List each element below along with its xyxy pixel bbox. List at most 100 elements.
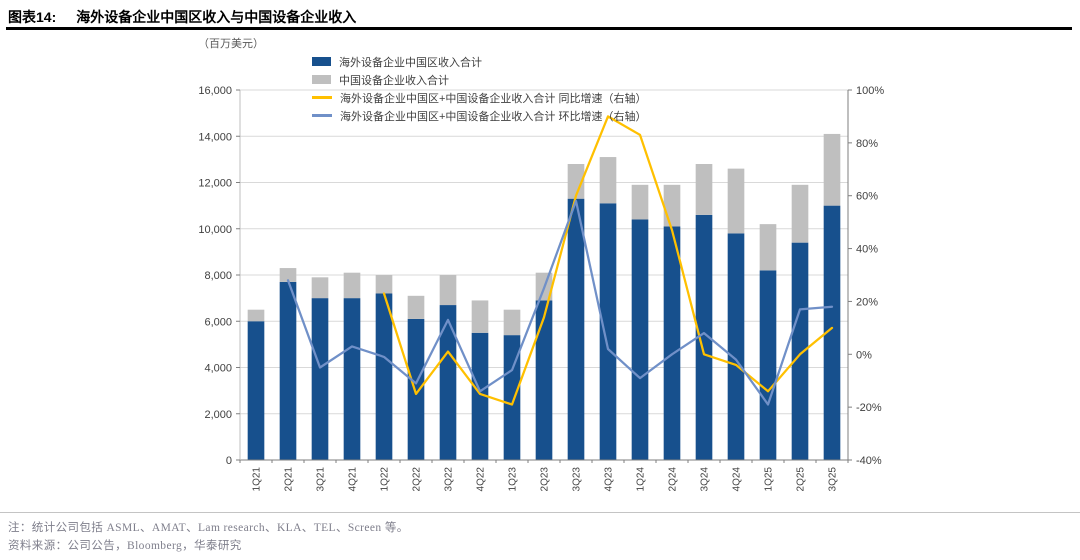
- right-axis-tick-label: 60%: [856, 191, 878, 203]
- x-axis-label: 3Q23: [572, 467, 583, 492]
- bar-segment: [407, 318, 425, 460]
- left-axis-tick-label: 14,000: [198, 131, 232, 143]
- bar-segment: [375, 293, 393, 460]
- x-axis-label: 1Q23: [508, 467, 519, 492]
- right-axis-tick-label: -20%: [856, 402, 882, 414]
- bars-group: [247, 133, 841, 461]
- x-axis-labels: 1Q21 2Q21 3Q21 4Q21 1Q22 2Q22 3Q22 4Q22 1Q23 2Q23…: [252, 467, 839, 492]
- note-text: 注：统计公司包括 ASML、AMAT、Lam research、KLA、TEL、…: [8, 522, 409, 534]
- left-axis-tick-label: 10,000: [198, 224, 232, 236]
- figure-header: 图表14: 海外设备企业中国区收入与中国设备企业收入: [8, 7, 356, 27]
- legend-item: 海外设备企业中国区收入合计: [312, 55, 646, 69]
- x-axis-label: 1Q25: [764, 467, 775, 492]
- legend-swatch-line: [312, 114, 332, 117]
- bar-segment: [823, 205, 841, 461]
- x-axis-label: 3Q24: [700, 467, 711, 492]
- bar-segment: [695, 214, 713, 461]
- right-axis-tick-label: 20%: [856, 296, 878, 308]
- bar-segment: [279, 268, 297, 282]
- bar-segment: [727, 233, 745, 460]
- qoq-growth-line: [286, 199, 834, 406]
- bar-segment: [759, 224, 777, 271]
- bar-segment: [631, 219, 649, 460]
- bar-segment: [823, 133, 841, 206]
- x-axis-label: 4Q23: [604, 467, 615, 492]
- right-axis-tick-label: -40%: [856, 455, 882, 467]
- x-axis-label: 2Q23: [540, 467, 551, 492]
- legend-label: 海外设备企业中国区+中国设备企业收入合计 环比增速（右轴）: [340, 110, 647, 123]
- legend-label: 中国设备企业收入合计: [339, 74, 449, 87]
- right-axis-tick-label: 40%: [856, 244, 878, 256]
- bar-segment: [631, 184, 649, 220]
- right-axis-tick-label: 100%: [856, 85, 884, 97]
- x-axis-label: 4Q21: [348, 467, 359, 492]
- x-axis-label: 1Q21: [252, 467, 263, 492]
- combo-chart: 0 2,000 4,000 6,000 8,000 10,000 12,000 14,000 1…: [198, 85, 884, 492]
- bar-segment: [311, 298, 329, 461]
- bar-segment: [791, 242, 809, 461]
- bar-segment: [727, 168, 745, 234]
- legend-swatch-bar: [312, 57, 331, 66]
- x-axis-label: 4Q22: [476, 467, 487, 492]
- figure-title: 海外设备企业中国区收入与中国设备企业收入: [76, 9, 357, 25]
- bar-segment: [503, 309, 521, 336]
- bar-segment: [407, 295, 425, 319]
- bar-segment: [503, 335, 521, 461]
- bar-segment: [567, 198, 585, 460]
- left-axis-tick-label: 0: [226, 455, 232, 467]
- left-axis-tick-label: 16,000: [198, 85, 232, 97]
- x-axis-label: 1Q24: [636, 467, 647, 492]
- legend-item: 海外设备企业中国区+中国设备企业收入合计 环比增速（右轴）: [312, 109, 647, 123]
- left-axis-tick-label: 6,000: [204, 316, 232, 328]
- bar-segment: [439, 275, 457, 306]
- bar-segment: [471, 300, 489, 333]
- bar-segment: [343, 272, 361, 299]
- bar-segment: [663, 226, 681, 460]
- x-axis-label: 2Q21: [284, 467, 295, 492]
- x-axis-label: 3Q21: [316, 467, 327, 492]
- x-axis-label: 2Q25: [796, 467, 807, 492]
- source-text: 资料来源：公司公告，Bloomberg，华泰研究: [8, 540, 242, 552]
- x-axis-label: 4Q24: [732, 467, 743, 492]
- bar-segment: [759, 270, 777, 461]
- axes: 0 2,000 4,000 6,000 8,000 10,000 12,000 14,000 1…: [198, 85, 884, 467]
- right-axis-tick-label: 80%: [856, 138, 878, 150]
- bar-segment: [535, 300, 553, 460]
- x-axis-label: 3Q22: [444, 467, 455, 492]
- x-axis-label: 1Q22: [380, 467, 391, 492]
- figure-label: 图表14:: [8, 9, 57, 25]
- bar-segment: [663, 184, 681, 227]
- left-axis-tick-label: 12,000: [198, 178, 232, 190]
- bar-segment: [567, 164, 585, 199]
- left-axis-tick-label: 2,000: [204, 409, 232, 421]
- bar-segment: [695, 164, 713, 215]
- x-axis-label: 3Q25: [828, 467, 839, 492]
- yoy-growth-line: [382, 115, 834, 406]
- title-rule: [6, 27, 1072, 30]
- bar-segment: [599, 203, 617, 460]
- legend-swatch-line: [312, 96, 332, 99]
- left-axis-tick-label: 4,000: [204, 363, 232, 375]
- legend-label: 海外设备企业中国区收入合计: [339, 56, 482, 69]
- legend-label: 海外设备企业中国区+中国设备企业收入合计 同比增速（右轴）: [340, 92, 647, 105]
- chart-legend: 海外设备企业中国区收入合计 中国设备企业收入合计海外设备企业中国区+中国设备企业收…: [312, 55, 647, 123]
- bar-segment: [247, 309, 265, 322]
- bar-segment: [375, 275, 393, 294]
- x-axis-label: 2Q24: [668, 467, 679, 492]
- bar-segment: [471, 332, 489, 460]
- legend-item: 海外设备企业中国区+中国设备企业收入合计 同比增速（右轴）: [312, 91, 647, 105]
- legend-swatch-bar: [312, 75, 331, 84]
- right-axis-tick-label: 0%: [856, 349, 872, 361]
- bar-segment: [279, 281, 297, 460]
- left-axis-tick-label: 8,000: [204, 270, 232, 282]
- bar-segment: [343, 298, 361, 461]
- legend-item: 中国设备企业收入合计: [312, 73, 646, 87]
- bar-segment: [247, 321, 265, 460]
- x-axis-label: 2Q22: [412, 467, 423, 492]
- bar-segment: [599, 157, 617, 204]
- footer-rule: [0, 512, 1080, 513]
- axis-unit-label: （百万美元）: [198, 38, 264, 50]
- bar-segment: [439, 305, 457, 460]
- bar-segment: [791, 184, 809, 243]
